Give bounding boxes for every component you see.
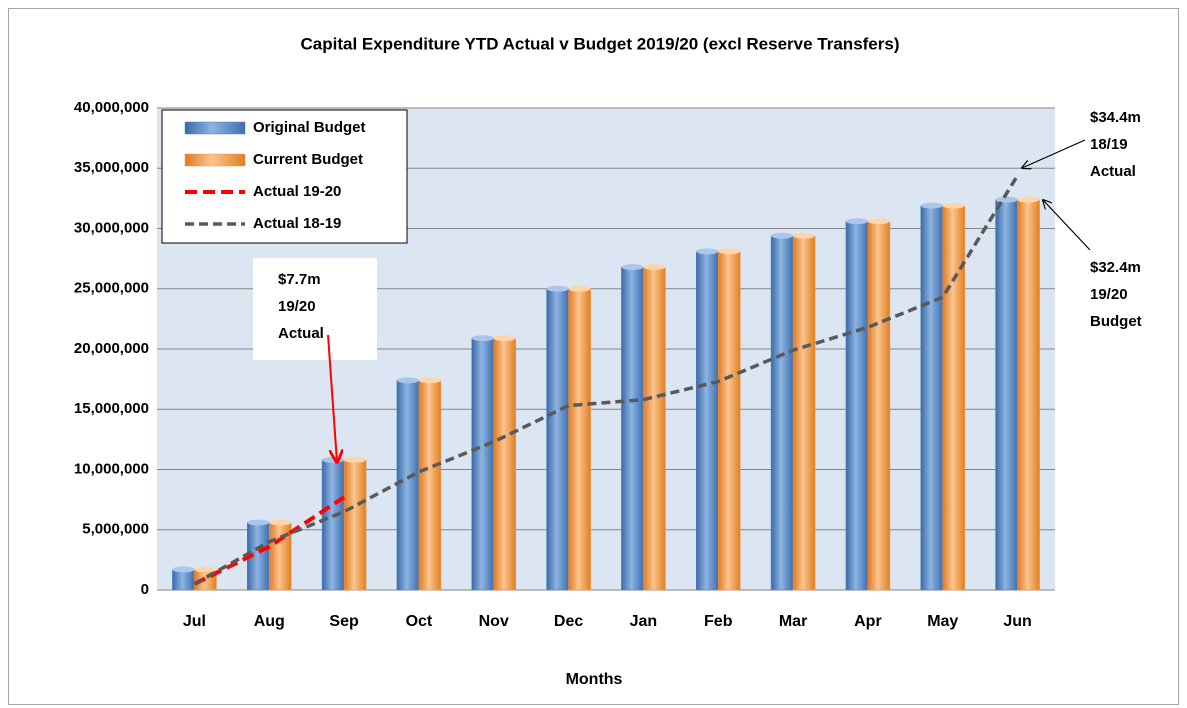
- legend-label: Current Budget: [253, 151, 363, 168]
- legend-label: Actual 18-19: [253, 215, 341, 232]
- line-series: [193, 174, 1020, 586]
- annotation: 19/20: [278, 298, 316, 315]
- x-tick-label: Jan: [630, 613, 658, 630]
- y-tick-label: 15,000,000: [74, 400, 149, 417]
- annotation-arrow: [1022, 139, 1086, 168]
- bar: [995, 199, 1018, 591]
- bar: [396, 380, 420, 591]
- x-tick-label: Oct: [406, 613, 433, 630]
- bar-cap: [696, 248, 719, 255]
- y-tick-label: 10,000,000: [74, 460, 149, 477]
- annotation: Actual: [278, 325, 324, 342]
- bar-cap: [396, 377, 419, 384]
- bar-cap: [568, 285, 591, 292]
- y-tick-label: 25,000,000: [74, 280, 149, 297]
- bar: [321, 459, 345, 591]
- y-tick-label: 0: [141, 581, 149, 598]
- legend-swatch: [184, 153, 246, 167]
- annotation-box: [253, 258, 377, 360]
- annotation: 19/20: [1090, 286, 1128, 303]
- y-tick-label: 30,000,000: [74, 219, 149, 236]
- x-tick-label: Sep: [329, 613, 359, 630]
- bar: [621, 266, 644, 591]
- x-tick-label: Nov: [479, 613, 509, 630]
- bar-cap: [1017, 196, 1040, 203]
- bar-cap: [247, 519, 270, 526]
- bar-cap: [493, 335, 516, 342]
- chart-title: Capital Expenditure YTD Actual v Budget …: [300, 34, 899, 53]
- bar-cap: [621, 264, 644, 271]
- bar: [643, 266, 666, 591]
- bar: [546, 288, 569, 591]
- legend-label: Actual 19-20: [253, 183, 341, 200]
- annotation: 18/19: [1090, 136, 1128, 153]
- bar-cap: [920, 202, 943, 209]
- x-axis-label: Months: [566, 671, 623, 688]
- x-tick-label: Jul: [183, 613, 206, 630]
- line-series: [193, 495, 346, 586]
- bar: [845, 221, 869, 591]
- x-tick-label: Jun: [1003, 613, 1031, 630]
- bar-cap: [643, 264, 666, 271]
- y-tick-label: 5,000,000: [82, 521, 149, 538]
- bar: [568, 288, 591, 591]
- bar-cap: [172, 566, 195, 573]
- bar: [770, 235, 794, 591]
- y-tick-label: 40,000,000: [74, 99, 149, 116]
- bar: [1017, 199, 1040, 591]
- bar-cap: [771, 232, 794, 239]
- x-tick-label: May: [927, 613, 958, 630]
- bar: [696, 251, 719, 591]
- bar: [792, 235, 816, 591]
- bar: [493, 337, 516, 591]
- x-tick-label: Mar: [779, 613, 807, 630]
- annotation-arrow: [1043, 200, 1091, 251]
- bar-cap: [418, 377, 441, 384]
- bar-cap: [194, 566, 217, 573]
- annotation: Budget: [1090, 313, 1142, 330]
- bar: [471, 337, 494, 591]
- bar-cap: [845, 218, 868, 225]
- bar: [343, 459, 367, 591]
- bar-cap: [269, 519, 292, 526]
- annotation: $32.4m: [1090, 259, 1141, 276]
- bar-cap: [344, 456, 367, 463]
- bar: [920, 205, 943, 591]
- bar-cap: [471, 335, 494, 342]
- bar-cap: [546, 285, 569, 292]
- x-tick-label: Dec: [554, 613, 583, 630]
- x-tick-label: Feb: [704, 613, 733, 630]
- annotation-arrow: [327, 334, 337, 462]
- x-tick-label: Aug: [254, 613, 285, 630]
- x-tick-label: Apr: [854, 613, 882, 630]
- bar-cap: [718, 248, 741, 255]
- bar: [942, 205, 965, 591]
- bar: [172, 569, 195, 591]
- annotation: $7.7m: [278, 271, 321, 288]
- y-tick-label: 20,000,000: [74, 340, 149, 357]
- legend-swatch: [184, 121, 246, 135]
- bar: [718, 251, 741, 591]
- annotation: $34.4m: [1090, 109, 1141, 126]
- bar-cap: [793, 232, 816, 239]
- bar: [867, 221, 891, 591]
- bar-cap: [995, 196, 1018, 203]
- y-tick-label: 35,000,000: [74, 159, 149, 176]
- annotation: Actual: [1090, 163, 1136, 180]
- bar-cap: [867, 218, 890, 225]
- legend-label: Original Budget: [253, 119, 366, 136]
- bar-cap: [942, 202, 965, 209]
- bar-cap: [322, 456, 345, 463]
- bar: [418, 380, 442, 591]
- legend: [161, 109, 408, 244]
